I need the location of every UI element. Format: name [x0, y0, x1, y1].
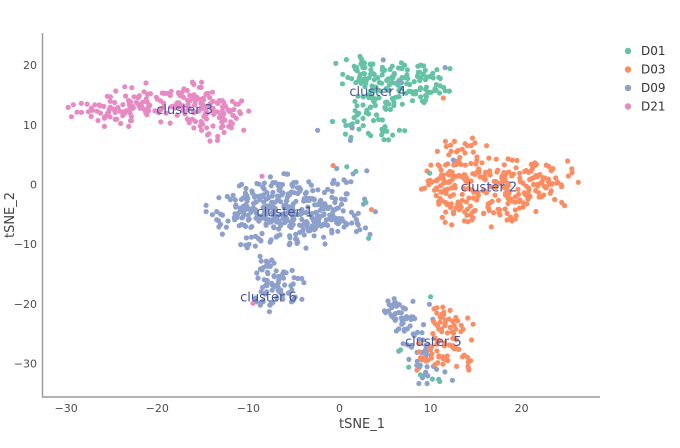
cluster-labels: cluster 1 cluster 2 cluster 3 cluster 4 clus…	[156, 85, 517, 350]
scatter-point	[344, 164, 350, 170]
x-tick-label: −20	[146, 402, 169, 415]
points-cluster-3-D21	[65, 79, 252, 144]
legend-label: D01	[641, 44, 666, 58]
y-tick-labels: −30 −20 −10 0 10 20	[14, 59, 37, 370]
scatter-point	[440, 95, 446, 101]
points-cluster-2-D03	[418, 138, 581, 230]
y-tick-label: −10	[14, 238, 37, 251]
scatter-point	[250, 300, 256, 306]
scatter-point	[442, 65, 448, 71]
legend-marker-icon	[624, 47, 632, 55]
scatter-points	[65, 53, 581, 387]
y-tick-label: 10	[23, 119, 37, 132]
points-cluster-5-D09	[381, 296, 448, 387]
y-tick-label: 20	[23, 59, 37, 72]
scatter-point	[429, 376, 435, 382]
x-axis-title: tSNE_1	[339, 417, 385, 432]
legend-item-D09[interactable]: D09	[624, 81, 666, 95]
legend-marker-icon	[624, 84, 632, 92]
scatter-point	[315, 127, 321, 133]
y-tick-label: −20	[14, 298, 37, 311]
scatter-point	[450, 157, 456, 163]
scatter-point	[364, 168, 370, 174]
scatter-point	[448, 142, 454, 148]
x-tick-label: 10	[424, 402, 438, 415]
points-cluster-5-D03	[414, 304, 476, 373]
legend-item-D21[interactable]: D21	[624, 100, 666, 114]
scatter-point	[397, 79, 404, 85]
legend-item-D01[interactable]: D01	[624, 44, 666, 58]
scatter-point	[406, 364, 412, 370]
scatter-point	[334, 165, 340, 172]
points-cluster-6-D09	[253, 253, 307, 315]
scatter-point	[353, 168, 359, 174]
cluster-label: cluster 2	[461, 181, 518, 196]
legend-marker-icon	[624, 103, 632, 110]
scatter-point	[368, 207, 374, 213]
scatter-point	[449, 377, 455, 383]
cluster-label: cluster 6	[240, 290, 297, 305]
scatter-point	[437, 378, 443, 385]
y-axis-title: tSNE_2	[3, 192, 18, 238]
scatter-point	[380, 57, 386, 63]
x-tick-labels: −30 −20 −10 0 10 20	[55, 402, 529, 415]
scatter-point	[428, 294, 434, 300]
stray-points	[250, 57, 476, 385]
scatter-point	[397, 347, 404, 353]
cluster-label: cluster 1	[256, 206, 313, 221]
x-tick-label: 0	[336, 402, 343, 415]
points-cluster-4-D01	[329, 53, 453, 143]
legend: D01 D03 D09 D21	[624, 44, 666, 114]
scatter-point	[349, 125, 355, 131]
cluster-label: cluster 5	[405, 335, 462, 350]
y-tick-label: −30	[14, 358, 37, 371]
cluster-label: cluster 4	[349, 85, 406, 100]
x-tick-label: 20	[515, 402, 529, 415]
legend-marker-icon	[624, 66, 632, 73]
cluster-label: cluster 3	[156, 103, 213, 118]
y-tick-label: 0	[30, 179, 37, 192]
scatter-point	[259, 173, 265, 179]
legend-label: D09	[641, 81, 666, 95]
points-cluster-1-D09	[203, 171, 378, 251]
legend-item-D03[interactable]: D03	[624, 63, 666, 77]
scatter-point	[417, 372, 424, 378]
scatter-point	[363, 199, 369, 206]
x-tick-label: −30	[55, 402, 78, 415]
legend-label: D03	[641, 63, 666, 77]
scatter-point	[347, 137, 353, 143]
scatter-point	[366, 235, 372, 241]
axes: −30 −20 −10 0 10 20 −30 −20 −10 0 10 20 tSNE_1 tSN…	[3, 33, 600, 432]
scatter-point	[427, 170, 433, 176]
scatter-point	[469, 135, 476, 141]
x-tick-label: −10	[237, 402, 260, 415]
legend-label: D21	[641, 100, 666, 114]
scatter-point	[330, 162, 336, 169]
